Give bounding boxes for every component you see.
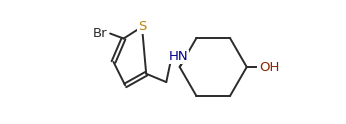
- Text: HN: HN: [169, 50, 189, 63]
- Text: OH: OH: [259, 61, 280, 74]
- Text: Br: Br: [93, 27, 107, 40]
- Text: S: S: [138, 20, 146, 33]
